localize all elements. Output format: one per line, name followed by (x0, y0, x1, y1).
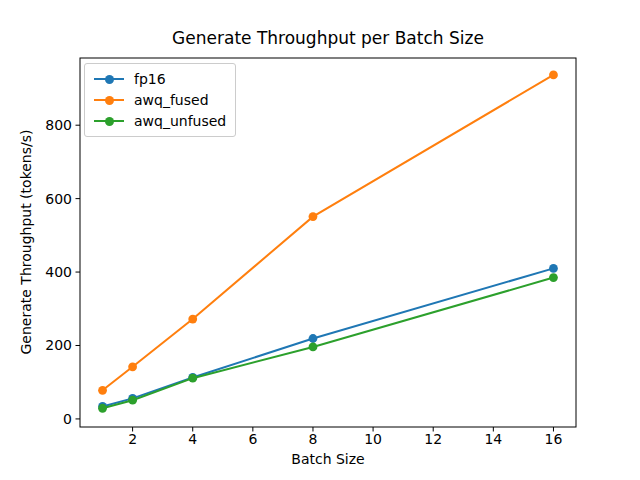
y-axis-label: Generate Throughput (tokens/s) (19, 130, 34, 355)
legend-label: awq_fused (134, 90, 209, 110)
figure: 2 4 6 8 10 12 14 16 0 200 400 600 800 Generate Throu… (0, 0, 640, 480)
series-awq_fused-marker (128, 362, 137, 371)
x-tick-label: 4 (188, 431, 197, 447)
series-fp16-marker (309, 334, 318, 343)
legend: fp16awq_fusedawq_unfused (84, 63, 236, 137)
series-fp16-marker (549, 264, 558, 273)
series-awq_unfused-marker (309, 343, 318, 352)
legend-item-awq_fused: awq_fused (94, 90, 226, 110)
series-awq_unfused-line (103, 278, 554, 409)
series-awq_unfused-marker (188, 374, 197, 383)
y-tick-label: 0 (63, 411, 72, 427)
chart-title: Generate Throughput per Batch Size (80, 30, 576, 47)
y-tick-label: 800 (45, 117, 72, 133)
legend-line-marker-icon (94, 69, 124, 89)
legend-marker-dot (105, 75, 114, 84)
legend-label: fp16 (134, 69, 166, 89)
legend-marker-dot (105, 117, 114, 126)
series-awq_unfused-marker (549, 273, 558, 282)
series-awq_unfused-marker (98, 404, 107, 413)
series-awq_fused-marker (98, 386, 107, 395)
series-awq_fused-marker (549, 70, 558, 79)
y-tick-label: 600 (45, 191, 72, 207)
series-awq_unfused-marker (128, 396, 137, 405)
x-tick-label: 10 (364, 431, 382, 447)
legend-label: awq_unfused (134, 111, 226, 131)
x-tick-label: 14 (484, 431, 502, 447)
x-tick-label: 2 (128, 431, 137, 447)
y-tick-label: 200 (45, 337, 72, 353)
y-tick-label: 400 (45, 264, 72, 280)
legend-line-marker-icon (94, 111, 124, 131)
legend-marker-dot (105, 96, 114, 105)
x-tick-label: 8 (309, 431, 318, 447)
x-tick-label: 16 (545, 431, 563, 447)
legend-line-marker-icon (94, 90, 124, 110)
legend-item-awq_unfused: awq_unfused (94, 111, 226, 131)
x-tick-label: 6 (248, 431, 257, 447)
series-awq_fused-marker (309, 212, 318, 221)
x-tick-label: 12 (424, 431, 442, 447)
x-axis-label: Batch Size (80, 452, 576, 467)
series-awq_fused-marker (188, 315, 197, 324)
legend-item-fp16: fp16 (94, 69, 226, 89)
